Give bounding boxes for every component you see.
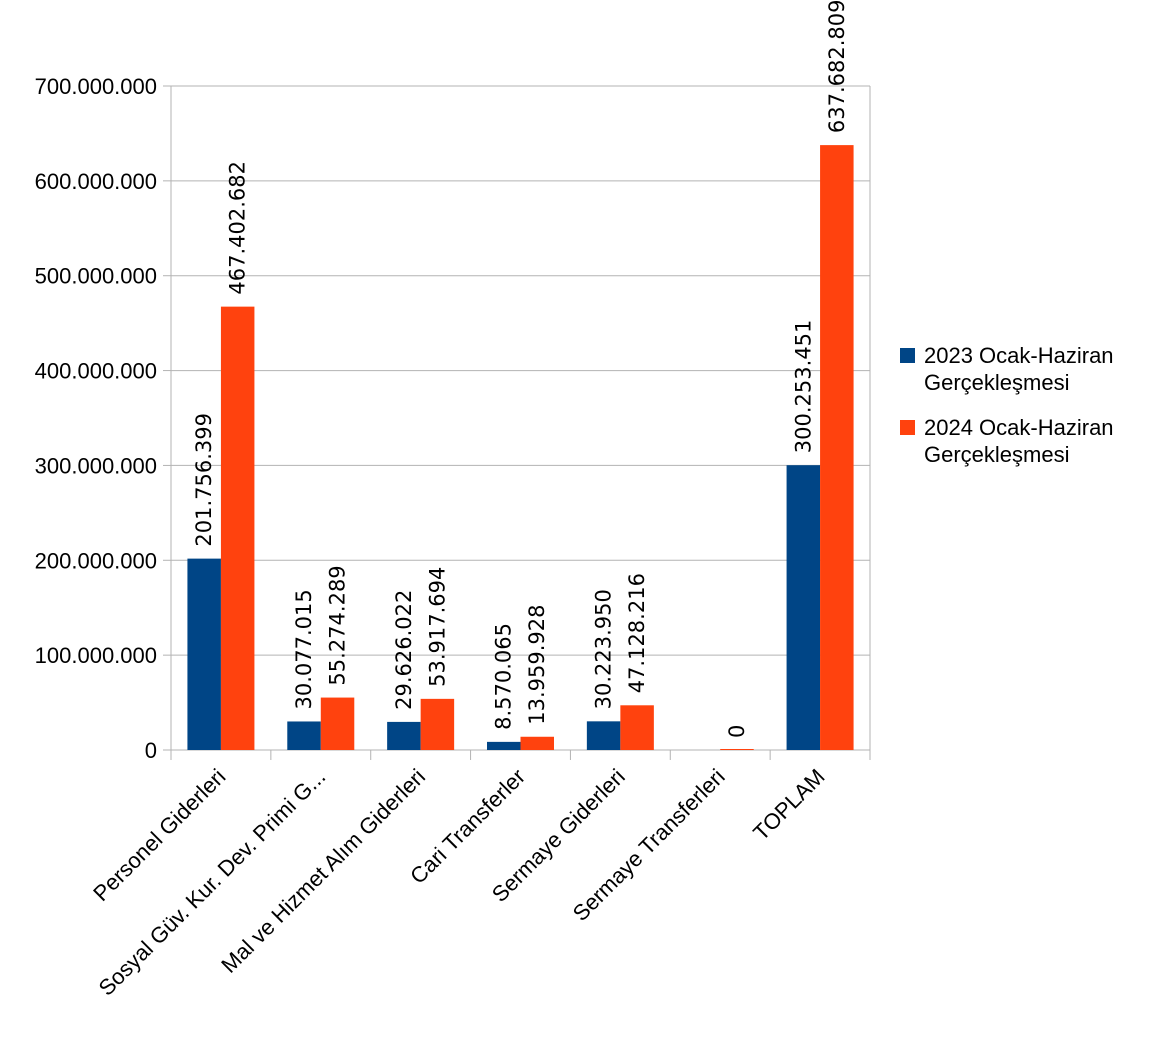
y-tick-label: 600.000.000 <box>35 169 157 194</box>
y-tick-label: 500.000.000 <box>35 264 157 289</box>
legend-label: Gerçekleşmesi <box>924 442 1069 467</box>
x-tick-label: Mal ve Hizmet Alım Giderleri <box>216 764 430 978</box>
bars <box>187 145 854 750</box>
bar <box>520 736 554 750</box>
y-axis-ticks: 0 100.000.000 200.000.000 300.000.000 400.00… <box>35 74 157 763</box>
data-label: 637.682.809 <box>825 0 849 133</box>
data-label: 300.253.451 <box>791 320 815 454</box>
axes <box>163 85 871 760</box>
bar <box>487 741 521 750</box>
data-label: 8.570.065 <box>492 623 516 730</box>
gridlines <box>171 85 870 656</box>
data-label: 0 <box>725 725 749 738</box>
y-tick-label: 100.000.000 <box>35 643 157 668</box>
bar <box>820 145 854 750</box>
data-labels: 201.756.399 467.402.682 30.077.015 55.274.2… <box>192 0 849 738</box>
legend-swatch <box>900 420 915 435</box>
bar <box>320 697 355 750</box>
data-label: 30.077.015 <box>292 589 316 709</box>
bar <box>620 705 654 750</box>
y-tick-label: 400.000.000 <box>35 359 157 384</box>
y-tick-label: 700.000.000 <box>35 74 157 99</box>
bar <box>387 721 421 750</box>
data-label: 55.274.289 <box>326 565 350 685</box>
data-label: 47.128.216 <box>625 573 649 693</box>
legend-label: 2024 Ocak-Haziran <box>924 415 1114 440</box>
bar <box>220 306 255 750</box>
legend-swatch <box>900 348 915 363</box>
bar <box>420 698 455 750</box>
data-label: 13.959.928 <box>525 605 549 725</box>
bar <box>287 721 321 750</box>
bar <box>187 558 221 750</box>
bar <box>786 465 821 750</box>
data-label: 29.626.022 <box>392 590 416 710</box>
bar <box>586 721 621 750</box>
data-label: 53.917.694 <box>425 567 449 687</box>
y-tick-label: 200.000.000 <box>35 548 157 573</box>
legend-label: Gerçekleşmesi <box>924 370 1069 395</box>
x-tick-label: TOPLAM <box>748 764 829 845</box>
data-label: 467.402.682 <box>226 161 250 295</box>
bar <box>720 749 754 750</box>
data-label: 201.756.399 <box>192 413 216 547</box>
y-tick-label: 0 <box>145 738 157 763</box>
y-tick-label: 300.000.000 <box>35 453 157 478</box>
data-label: 30.223.950 <box>592 589 616 709</box>
legend-label: 2023 Ocak-Haziran <box>924 343 1114 368</box>
